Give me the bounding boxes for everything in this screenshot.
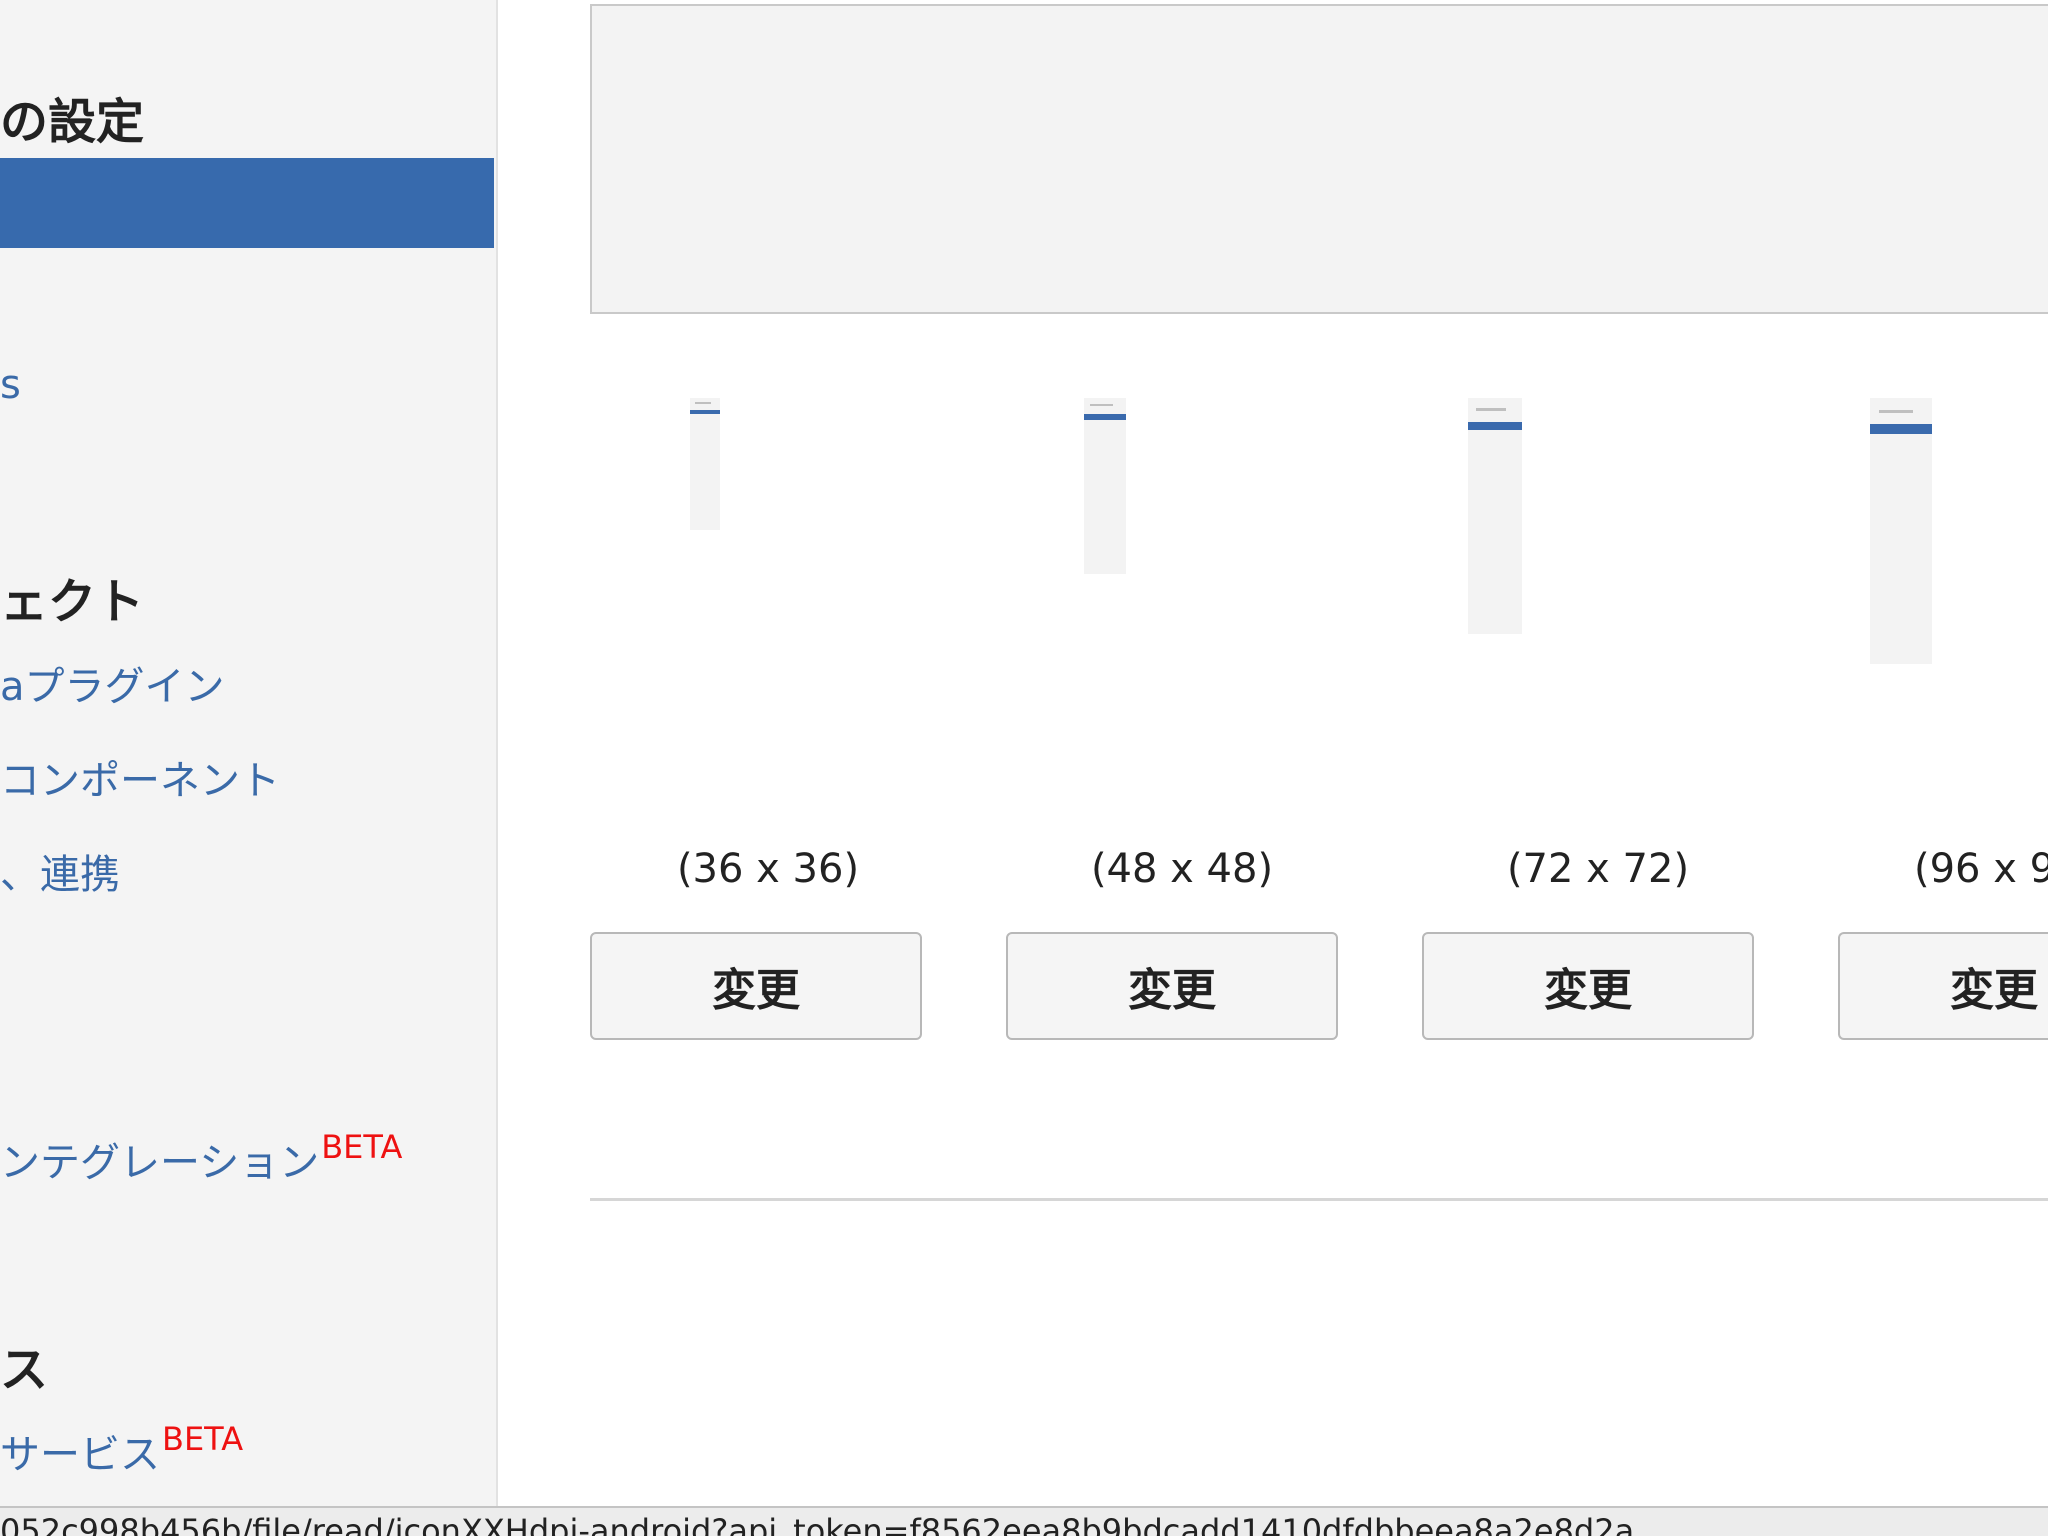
icon-thumbnail-72 (1468, 398, 1522, 634)
icon-thumbnail-36 (690, 398, 720, 530)
sidebar-heading-service: ス (0, 1342, 49, 1398)
main-content: (36 x 36) (48 x 48) (72 x 72) (96 x 9 変更… (498, 0, 2048, 1506)
sidebar-item-integration-beta-label: ンテグレーション (0, 1140, 320, 1186)
status-bar: 052c998b456b/file/read/iconXXHdpi-androi… (0, 1506, 2048, 1536)
sidebar-item-selected[interactable] (0, 158, 494, 248)
sidebar-item-s[interactable]: s (0, 362, 21, 408)
sidebar-heading-project: ェクト (0, 574, 145, 630)
change-icon-36-button[interactable]: 変更 (590, 932, 922, 1040)
sidebar-item-service-beta-label: サービス (0, 1432, 160, 1478)
sidebar-item-component[interactable]: コンポーネント (0, 758, 280, 804)
change-icon-96-button[interactable]: 変更 (1838, 932, 2048, 1040)
section-divider (590, 1198, 2048, 1201)
status-url: 052c998b456b/file/read/iconXXHdpi-androi… (0, 1512, 1635, 1536)
change-icon-48-button[interactable]: 変更 (1006, 932, 1338, 1040)
icon-preview-area (590, 4, 2048, 314)
sidebar-heading-settings: の設定 (0, 94, 145, 150)
change-icon-72-button[interactable]: 変更 (1422, 932, 1754, 1040)
icon-thumbnail-96 (1870, 398, 1932, 664)
icon-size-label-72: (72 x 72) (1506, 846, 1690, 892)
sidebar-item-integration-beta[interactable]: ンテグレーションBETA (0, 1128, 402, 1188)
sidebar-item-plugin[interactable]: aプラグイン (0, 664, 225, 710)
icon-size-label-36: (36 x 36) (676, 846, 860, 892)
sidebar: の設定 s ェクト aプラグイン コンポーネント 、連携 ンテグレーションBET… (0, 0, 498, 1506)
beta-badge: BETA (162, 1420, 244, 1458)
icon-size-label-48: (48 x 48) (1090, 846, 1274, 892)
sidebar-item-service-beta[interactable]: サービスBETA (0, 1420, 243, 1480)
sidebar-item-integration[interactable]: 、連携 (0, 852, 120, 898)
icon-size-label-96-text: (96 x 9 (1914, 846, 2048, 892)
icon-thumbnail-48 (1084, 398, 1126, 574)
icon-size-label-96: (96 x 9 (1864, 846, 2048, 892)
beta-badge: BETA (321, 1128, 403, 1166)
